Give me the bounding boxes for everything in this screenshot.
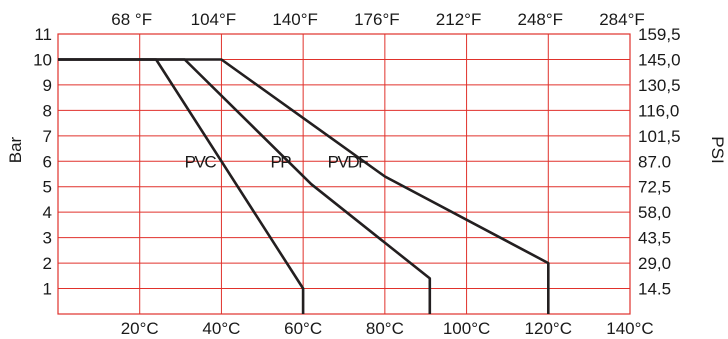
series-label-pvdf: PVDF [328,152,368,171]
y-tick-label-bar: 3 [43,229,52,248]
plot-frame [57,33,631,315]
y-tick-label-psi: 101,5 [638,127,681,146]
x-tick-label-celsius: 60°C [284,319,322,338]
y-tick-label-psi: 43,5 [638,229,671,248]
series-line-pvdf [58,58,550,314]
y-tick-label-bar: 5 [43,178,52,197]
x-tick-label-celsius: 120°C [525,319,572,338]
x-tick-label-fahrenheit: 104°F [191,10,237,29]
y-axis-label-right: PSI [708,136,727,163]
y-tick-label-psi: 116,0 [638,101,679,120]
y-tick-label-psi: 159,5 [638,25,681,44]
y-tick-label-psi: 87.0 [638,152,671,171]
x-tick-label-celsius: 20°C [121,319,159,338]
x-tick-label-celsius: 100°C [443,319,490,338]
y-tick-label-psi: 14.5 [638,280,671,299]
y-axis-label-left: Bar [6,136,25,163]
series-label-pvc: PVC [185,152,217,171]
y-tick-label-bar: 7 [43,127,52,146]
grid [57,33,631,315]
y-tick-label-psi: 72,5 [638,178,671,197]
series-label-pp: PP [270,152,291,171]
y-tick-label-psi: 29,0 [638,254,671,273]
y-tick-label-bar: 4 [43,203,52,222]
y-tick-label-bar: 6 [43,152,52,171]
tick-labels: 20°C 40°C 60°C 80°C 100°C 120°C 140°C 68 °F 104°… [33,10,680,338]
y-tick-label-bar: 9 [43,76,52,95]
y-tick-label-bar: 10 [33,50,52,69]
y-tick-label-psi: 145,0 [638,50,681,69]
series-lines: PVC PP PVDF [58,58,550,314]
x-tick-label-fahrenheit: 68 °F [111,10,152,29]
y-tick-label-psi: 58,0 [638,203,671,222]
x-tick-label-celsius: 80°C [366,319,404,338]
x-tick-label-fahrenheit: 140°F [272,10,318,29]
y-tick-label-bar: 11 [34,25,52,44]
x-tick-label-fahrenheit: 176°F [354,10,400,29]
y-tick-label-bar: 2 [43,254,52,273]
x-tick-label-fahrenheit: 284°F [599,10,645,29]
x-tick-label-fahrenheit: 212°F [436,10,482,29]
y-tick-label-bar: 8 [43,101,52,120]
y-tick-label-bar: 1 [43,280,52,299]
x-tick-label-fahrenheit: 248°F [518,10,564,29]
x-tick-label-celsius: 40°C [202,319,240,338]
x-tick-label-celsius: 140°C [606,319,653,338]
y-tick-label-psi: 130,5 [638,76,681,95]
